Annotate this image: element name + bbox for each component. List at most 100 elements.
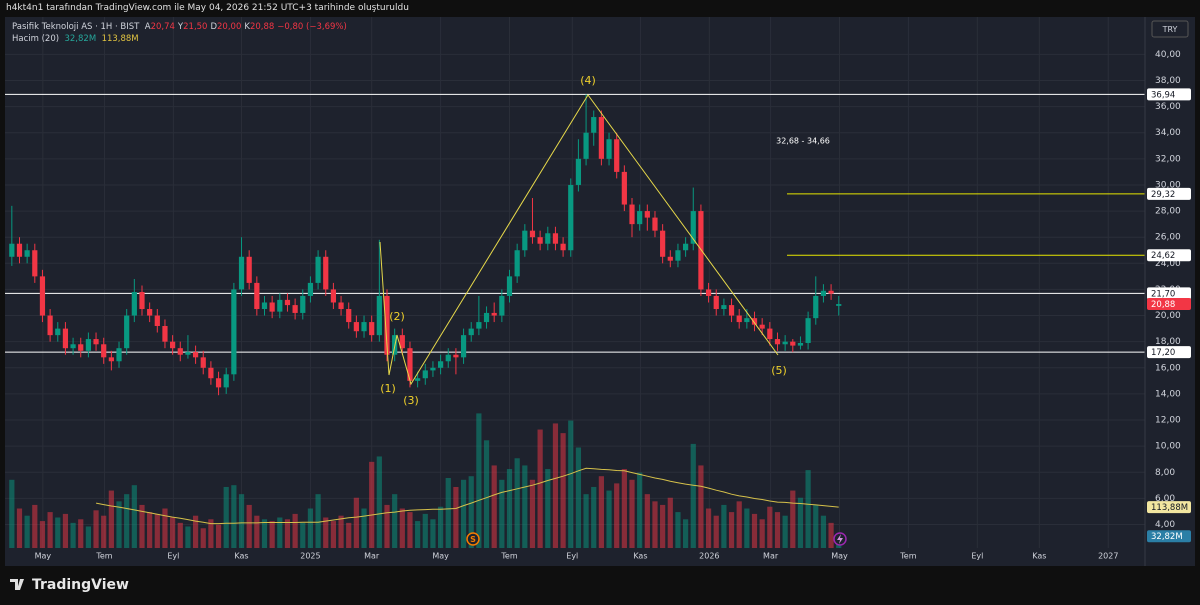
candle-body [575,158,582,185]
volume-bar [437,506,444,548]
volume-bar [361,508,367,548]
last-price-label-box [1147,298,1191,311]
candle-body [361,322,367,332]
volume-bar [85,526,91,548]
field-value: 20,00 [217,22,242,32]
event-marker-label: S [470,535,476,544]
level-label: 17,20 [1151,348,1175,358]
chart-background [5,17,1195,566]
y-tick-label: 4,00 [1155,520,1175,530]
volume-bar [284,519,291,548]
volume-bar [468,476,474,548]
y-tick-label: 38,00 [1155,76,1181,86]
x-tick-label: Eyl [167,552,179,561]
candle-body [162,325,168,342]
candle-body [254,282,260,310]
candle-body [705,289,712,296]
candle-body [736,315,742,323]
x-tick-label: May [432,552,449,561]
level-label: 29,32 [1151,190,1175,200]
volume-bar [192,515,199,548]
y-tick-label: 12,00 [1155,416,1181,426]
volume-bar [223,486,229,548]
x-tick-label: 2026 [699,552,719,561]
candle-body [437,361,444,368]
field-key: K [244,22,250,32]
symbol: Pasifik Teknoloji AS · 1H · BIST [12,22,140,32]
level-label-box [1147,346,1191,359]
volume-bar [529,479,536,548]
candle-body [797,342,804,346]
volume-label: 32,82M [1151,532,1183,542]
volume-bar [652,501,658,548]
brand: TradingView [32,577,129,593]
candle-body [147,309,153,316]
candle-body [637,211,643,225]
level-label-box [1147,88,1191,101]
candle-body [284,299,291,306]
wave-label: (5) [771,364,787,377]
wave-label: (3) [403,394,419,407]
candle-body [468,328,474,336]
annotations: (1) (2) (3) (4) (5) 32,68 - 34,66 S [379,74,847,546]
wave-label: (1) [380,382,396,395]
volume-bar [185,526,191,548]
volume-bar [713,515,719,548]
legend: Pasifik Teknoloji AS · 1H · BIST A20,74 Y… [12,21,350,45]
candle-body [338,302,344,310]
candle-body [399,335,405,349]
candle-body [261,302,268,310]
candle-body [445,354,451,362]
volume-bar [124,494,130,548]
level-label-box [1147,249,1191,262]
candle-body [238,256,245,290]
candle-body [476,322,482,329]
volume-bar [108,490,114,548]
y-tick-label: 28,00 [1155,207,1181,217]
volume-bar [353,497,359,548]
candle-body [767,328,773,340]
wave-label: (2) [389,310,405,323]
x-tick-label: Mar [364,552,380,561]
candle-body [101,344,107,358]
x-tick-label: May [35,552,52,561]
y-tick-label: 26,00 [1155,233,1181,243]
volume-bar [690,443,696,548]
y-tick-label: 36,00 [1155,102,1181,112]
volume-bar [369,461,375,548]
candle-body [836,304,842,306]
volume-bar [767,506,773,548]
event-marker[interactable] [466,532,480,546]
candle-body [200,357,206,368]
currency: TRY [1162,25,1178,34]
candle-body [744,318,750,323]
currency-box[interactable] [1151,20,1189,38]
candle-body [93,339,99,345]
candle-body [483,312,490,323]
candle-body [522,230,528,251]
candle-body [62,328,69,349]
volume-bar [422,513,428,548]
candle-body [491,312,497,316]
y-tick-label: 20,00 [1155,311,1181,321]
candle-body [376,295,382,336]
x-tick-label: 2025 [300,552,320,561]
wave-label: (4) [580,74,596,87]
volume-bar [575,447,582,548]
volume-ma-label: 113,88M [1151,503,1188,513]
candle-body [644,211,650,218]
candle-body [598,117,604,159]
volume-bar [430,519,436,548]
field-key: D [210,22,218,32]
y-tick-label: 6,00 [1155,494,1175,504]
candle-body [9,243,15,257]
volume-bar [307,508,314,548]
level-label-box [1147,287,1191,300]
volume-ma-line [96,467,839,525]
candle-body [70,344,76,349]
candle-body [790,341,796,346]
candle-body [591,117,597,133]
candle-body [506,276,513,296]
volume-bar [269,521,275,548]
volume-bar [300,522,306,548]
